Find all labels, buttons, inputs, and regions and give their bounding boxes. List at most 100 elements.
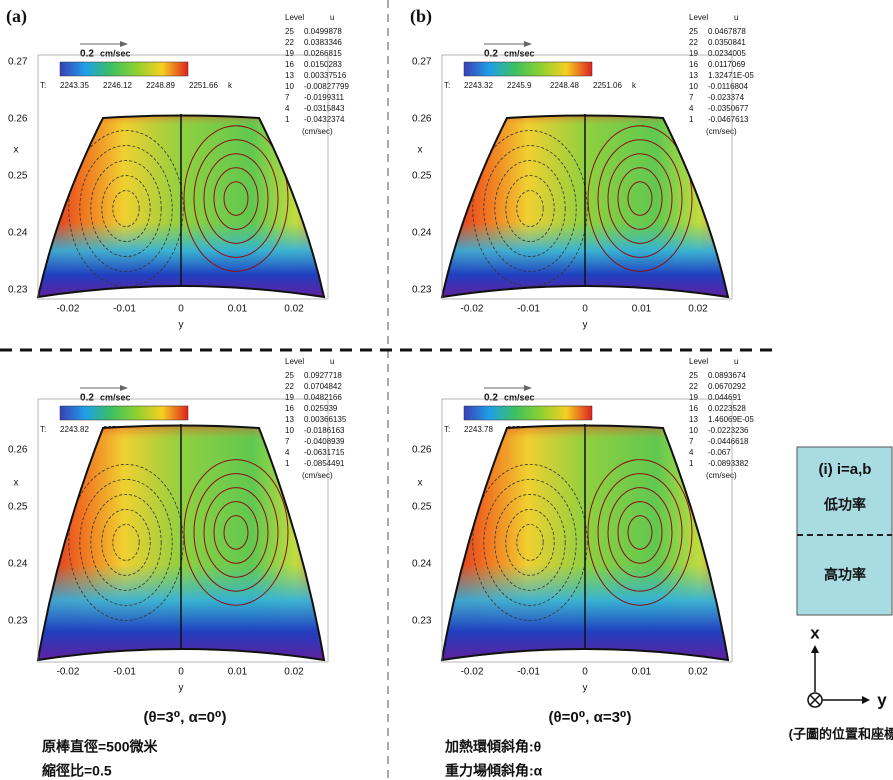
y-tick-label: 0.26 [8, 445, 28, 456]
level-value: -0.0116804 [708, 82, 748, 91]
level-value: -0.0467613 [708, 115, 749, 124]
field-outline [440, 424, 730, 662]
contour [79, 145, 173, 272]
arrow-head [811, 645, 819, 653]
contour [223, 181, 249, 216]
level-value: -0.0315843 [304, 104, 345, 113]
x-tick-label: 0.02 [688, 667, 708, 678]
contour [505, 509, 555, 576]
y-tick-label: 0.26 [412, 114, 432, 125]
level-header: u [734, 357, 738, 366]
level-header: Level [689, 13, 708, 22]
level-number: 22 [285, 38, 294, 47]
contour [607, 487, 673, 578]
level-value: -0.0631715 [304, 448, 345, 457]
contour [68, 464, 184, 621]
panel-label: (b) [410, 6, 432, 27]
level-value: 0.0234005 [708, 49, 746, 58]
field-outline [440, 114, 730, 299]
level-unit: (cm/sec) [302, 471, 333, 480]
level-number: 10 [689, 426, 698, 435]
x-tick-label: 0.02 [688, 304, 708, 315]
scale-unit: cm/sec [100, 48, 131, 58]
colorbar-tick: 2245.9 [507, 81, 532, 90]
arrow-head [524, 41, 532, 47]
y-tick-label: 0.24 [8, 228, 28, 239]
level-number: 19 [285, 49, 294, 58]
level-value: -0.0432374 [304, 115, 345, 124]
level-number: 13 [689, 415, 698, 424]
axes-caption: (子圖的位置和座標) [789, 726, 893, 741]
y-tick-label: 0.25 [8, 171, 28, 182]
level-value: -0.067 [708, 448, 731, 457]
y-tick-label: 0.27 [412, 57, 432, 68]
plot-frame [441, 398, 733, 663]
level-number: 25 [689, 27, 698, 36]
y-tick-label: 0.24 [8, 559, 28, 570]
y-tick-label: 0.24 [412, 228, 432, 239]
level-number: 13 [285, 71, 294, 80]
level-unit: (cm/sec) [706, 127, 737, 136]
level-number: 10 [285, 82, 294, 91]
level-number: 25 [285, 27, 294, 36]
level-value: -0.0408939 [304, 437, 345, 446]
contour [505, 175, 555, 242]
level-number: 10 [689, 82, 698, 91]
contour [627, 181, 653, 216]
contour [213, 167, 259, 230]
level-value: 0.0150283 [304, 60, 342, 69]
level-number: 7 [689, 93, 694, 102]
level-number: 25 [689, 371, 698, 380]
contour [483, 145, 577, 272]
level-header: u [734, 13, 738, 22]
contour [213, 501, 259, 564]
scale-value: 0.2 [80, 49, 94, 60]
x-axis-label: y [583, 320, 588, 331]
legend-upper: 低功率 [823, 497, 866, 513]
y-tick-label: 0.23 [412, 616, 432, 627]
arrow-head [120, 41, 128, 47]
x-tick-label: 0 [178, 667, 184, 678]
level-value: 0.0350841 [708, 38, 746, 47]
x-tick-label: -0.01 [113, 667, 136, 678]
level-number: 1 [285, 115, 290, 124]
plot-frame [37, 398, 329, 663]
contour [183, 125, 289, 272]
contour [587, 125, 693, 272]
level-value: 0.0467878 [708, 27, 746, 36]
level-header: Level [285, 357, 304, 366]
arrow-head [120, 385, 128, 391]
axis-x-label: x [810, 623, 820, 642]
y-tick-label: 0.23 [8, 616, 28, 627]
contour [472, 464, 588, 621]
level-number: 16 [285, 404, 294, 413]
note: 重力場傾斜角:α [445, 763, 543, 779]
contour [112, 524, 140, 561]
level-header: u [330, 357, 334, 366]
level-value: 0.0266815 [304, 49, 342, 58]
x-tick-label: -0.01 [517, 304, 540, 315]
note: 加熱環傾斜角:θ [444, 739, 541, 755]
level-number: 13 [689, 71, 698, 80]
contour [203, 487, 269, 578]
contour [617, 501, 663, 564]
level-number: 22 [689, 382, 698, 391]
colorbar-tick: 2246.12 [103, 81, 132, 90]
scale-unit: cm/sec [504, 392, 535, 402]
y-tick-label: 0.25 [412, 171, 432, 182]
y-axis-label: x [14, 478, 19, 489]
colorbar-tick: 2243.32 [464, 81, 493, 90]
colorbar-tick: 2251.06 [593, 81, 622, 90]
x-tick-label: 0.01 [632, 667, 652, 678]
level-header: Level [689, 357, 708, 366]
legend-box [796, 446, 893, 616]
contour [203, 153, 269, 244]
contour [516, 524, 544, 561]
y-tick-label: 0.24 [412, 559, 432, 570]
y-tick-label: 0.27 [8, 57, 28, 68]
x-axis-label: y [179, 683, 184, 694]
level-number: 10 [285, 426, 294, 435]
legend-lower: 高功率 [824, 567, 866, 583]
x-tick-label: 0.02 [284, 667, 304, 678]
